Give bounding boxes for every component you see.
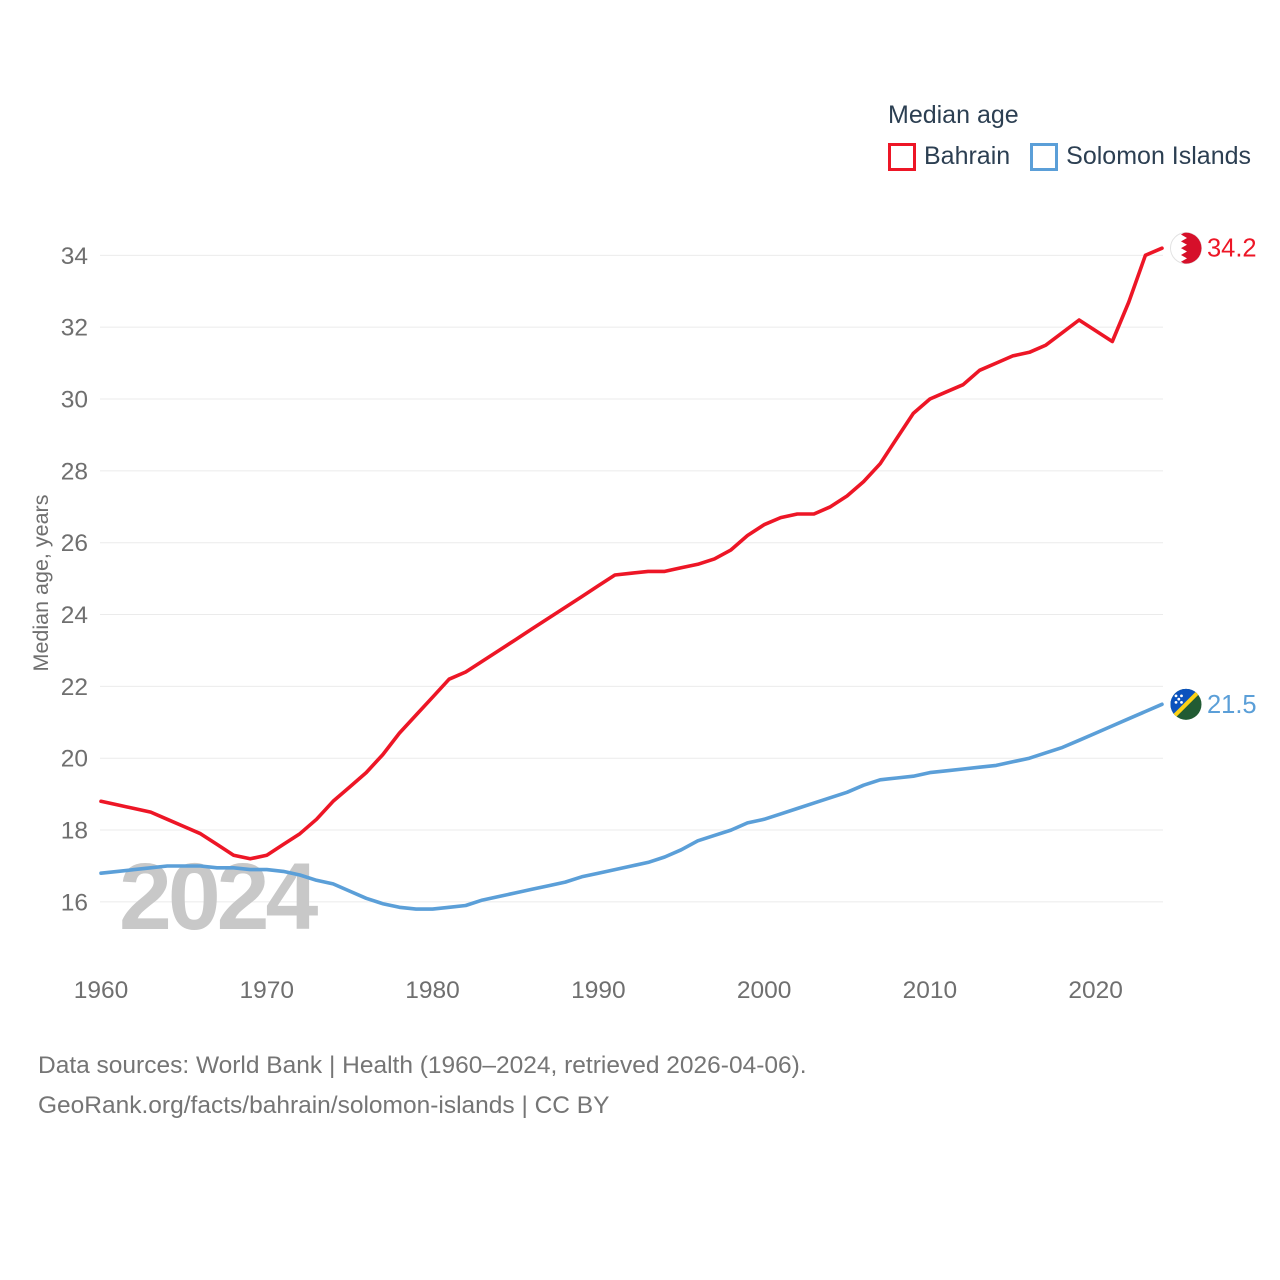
y-tick-22: 22 (61, 674, 88, 701)
y-tick-32: 32 (61, 315, 88, 342)
y-axis-title: Median age, years (29, 495, 53, 672)
watermark-year: 2024 (119, 844, 319, 950)
y-tick-34: 34 (61, 243, 88, 270)
solomon-islands-swatch-icon (1030, 142, 1059, 171)
bahrain-swatch-icon (888, 142, 916, 171)
x-tick-2010: 2010 (903, 977, 958, 1004)
y-tick-18: 18 (61, 818, 88, 845)
legend-item-solomon-islands[interactable]: Solomon Islands (1030, 142, 1251, 171)
data-series (99, 246, 1164, 911)
x-tick-1990: 1990 (571, 977, 626, 1004)
series-line-bahrain[interactable] (99, 246, 1164, 861)
end-value-label-solomon-islands: 21.5 (1207, 691, 1257, 719)
x-tick-2000: 2000 (737, 977, 792, 1004)
series-end-markers: 34.2 21.5 (1169, 232, 1257, 720)
legend-item-bahrain[interactable]: Bahrain (888, 142, 1010, 171)
y-tick-16: 16 (61, 889, 88, 916)
solomon-islands-flag-icon (1170, 688, 1202, 720)
legend-title: Median age (888, 101, 1019, 129)
legend: Median age Bahrain Solomon Islands (888, 100, 1251, 171)
gridlines (100, 254, 1163, 903)
x-tick-1960: 1960 (74, 977, 129, 1004)
bahrain-flag-icon (1169, 232, 1202, 265)
legend-label-bahrain: Bahrain (924, 142, 1011, 170)
y-tick-28: 28 (61, 458, 88, 485)
y-tick-20: 20 (61, 746, 88, 773)
end-value-label-bahrain: 34.2 (1207, 235, 1257, 263)
legend-items: Bahrain Solomon Islands (888, 142, 1251, 171)
x-tick-2020: 2020 (1068, 977, 1123, 1004)
x-tick-1980: 1980 (405, 977, 460, 1004)
data-sources-note: Data sources: World Bank | Health (1960–… (38, 1052, 807, 1079)
x-axis-tick-labels: 1960 1970 1980 1990 2000 2010 2020 (74, 977, 1123, 1004)
x-tick-1970: 1970 (240, 977, 295, 1004)
y-tick-24: 24 (61, 602, 88, 629)
y-axis-tick-labels: 16 18 20 22 24 26 28 30 32 34 (61, 243, 88, 917)
series-line-solomon-islands[interactable] (99, 702, 1164, 911)
legend-label-solomon-islands: Solomon Islands (1066, 142, 1251, 170)
y-tick-26: 26 (61, 530, 88, 557)
attribution-url: GeoRank.org/facts/bahrain/solomon-island… (38, 1092, 610, 1119)
y-tick-30: 30 (61, 387, 88, 414)
footer: Data sources: World Bank | Health (1960–… (38, 1046, 807, 1126)
